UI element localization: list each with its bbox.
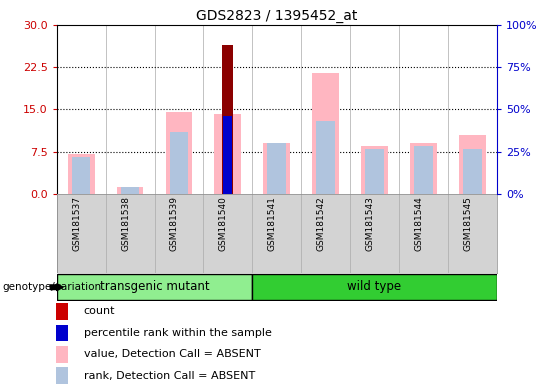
Bar (214, 114, 241, 194)
Bar (121, 187, 139, 194)
Title: GDS2823 / 1395452_at: GDS2823 / 1395452_at (196, 8, 357, 23)
Bar (72, 157, 90, 194)
Text: rank, Detection Call = ABSENT: rank, Detection Call = ABSENT (84, 371, 255, 381)
Text: genotype/variation: genotype/variation (3, 282, 102, 292)
Bar (264, 143, 290, 194)
Bar (414, 146, 433, 194)
Text: GSM181542: GSM181542 (316, 196, 326, 251)
Text: GSM181538: GSM181538 (121, 196, 130, 251)
Bar (222, 45, 233, 194)
Bar (56, 324, 68, 341)
Bar (365, 149, 384, 194)
Text: GSM181545: GSM181545 (463, 196, 472, 251)
Bar (463, 149, 482, 194)
Text: count: count (84, 306, 115, 316)
Text: transgenic mutant: transgenic mutant (100, 280, 210, 293)
Bar (57, 273, 252, 300)
Bar (165, 112, 192, 194)
Text: GSM181540: GSM181540 (219, 196, 228, 251)
Text: GSM181541: GSM181541 (268, 196, 277, 251)
Bar (361, 146, 388, 194)
Bar (56, 346, 68, 362)
Text: value, Detection Call = ABSENT: value, Detection Call = ABSENT (84, 349, 260, 359)
Bar (68, 154, 94, 194)
Bar (410, 143, 437, 194)
Text: GSM181544: GSM181544 (415, 196, 423, 251)
Text: percentile rank within the sample: percentile rank within the sample (84, 328, 272, 338)
Bar (170, 132, 188, 194)
Text: wild type: wild type (347, 280, 402, 293)
Bar (56, 303, 68, 319)
Text: GSM181543: GSM181543 (366, 196, 375, 251)
Bar (56, 367, 68, 384)
Bar (252, 273, 497, 300)
Bar (316, 121, 335, 194)
Text: GSM181539: GSM181539 (170, 196, 179, 251)
Text: GSM181537: GSM181537 (72, 196, 81, 251)
Bar (312, 73, 339, 194)
Bar (117, 187, 144, 194)
Bar (267, 143, 286, 194)
Bar (224, 116, 232, 194)
Bar (459, 135, 486, 194)
